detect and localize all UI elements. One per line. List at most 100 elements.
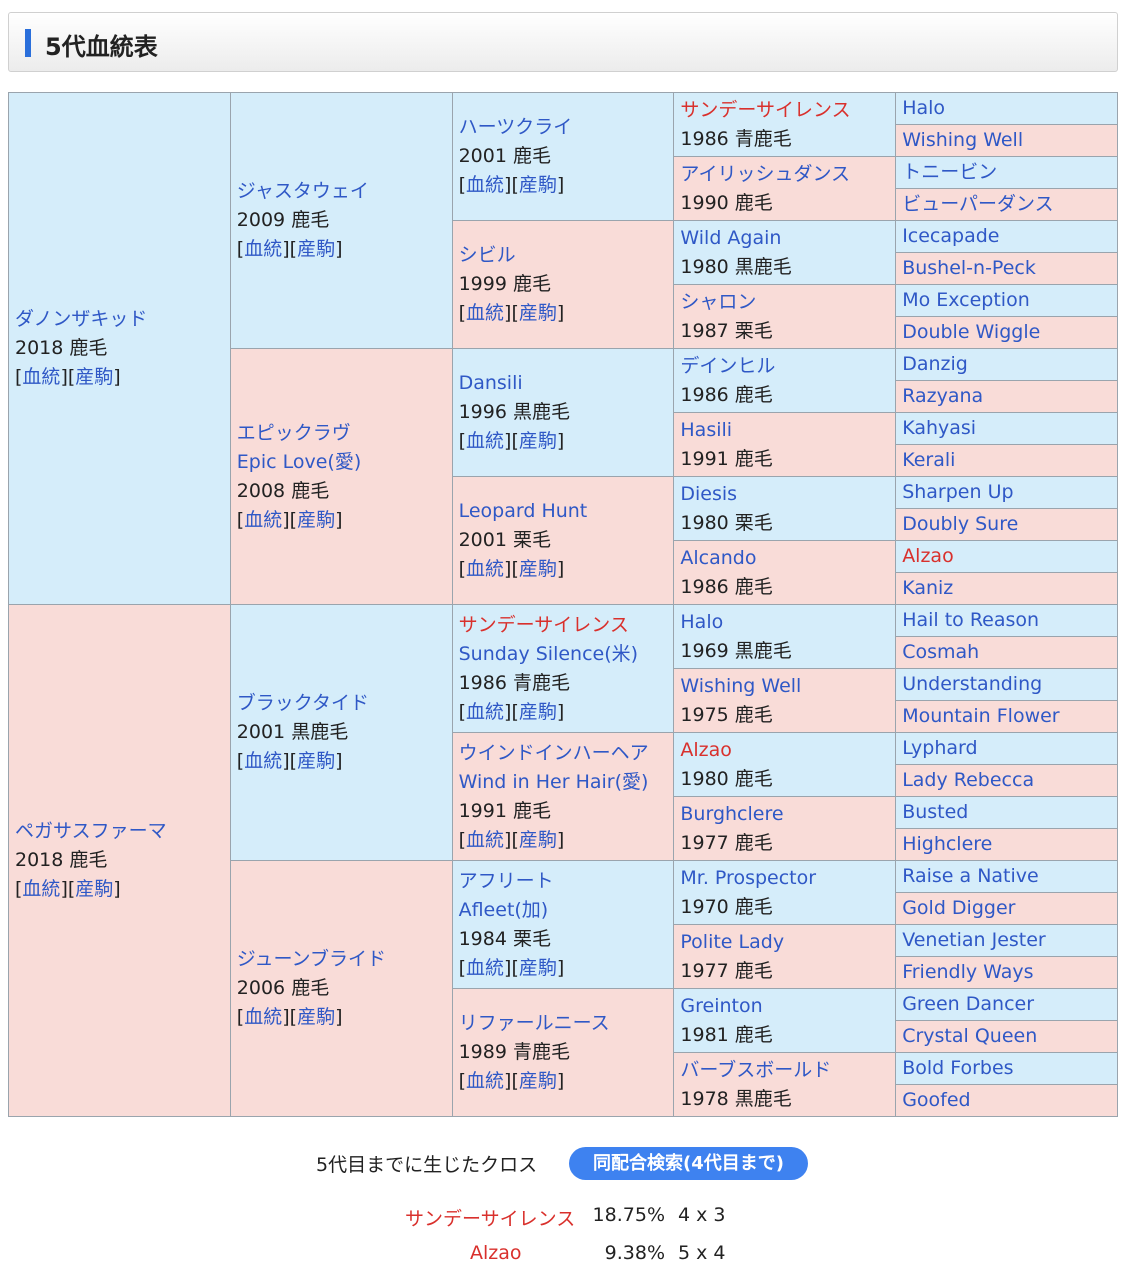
horse-name-link[interactable]: Mo Exception <box>902 289 1030 311</box>
horse-name-link[interactable]: シャロン <box>680 290 757 313</box>
horse-name-link[interactable]: ブラックタイド <box>236 692 370 714</box>
progeny-link[interactable]: 産駒 <box>297 508 336 531</box>
pedigree-link[interactable]: 血統 <box>244 238 283 260</box>
progeny-link[interactable]: 産駒 <box>518 558 557 580</box>
horse-name-link[interactable]: Alcando <box>680 546 757 569</box>
pedigree-link[interactable]: 血統 <box>22 366 61 388</box>
horse-name-link[interactable]: ウインドインハーヘア <box>458 741 649 764</box>
horse-name-link[interactable]: Greinton <box>680 994 763 1017</box>
horse-info: 1989 青鹿毛 <box>458 1041 570 1063</box>
horse-links: [血統][産駒] <box>458 828 565 851</box>
progeny-link[interactable]: 産駒 <box>518 302 557 324</box>
pedigree-link[interactable]: 血統 <box>466 302 505 324</box>
horse-name-link[interactable]: Wishing Well <box>680 674 802 697</box>
progeny-link[interactable]: 産駒 <box>518 174 557 196</box>
horse-name-link[interactable]: Bold Forbes <box>902 1057 1014 1079</box>
horse-name-link[interactable]: Razyana <box>902 385 984 407</box>
horse-name-link[interactable]: デインヒル <box>680 354 776 377</box>
progeny-link[interactable]: 産駒 <box>297 238 336 260</box>
pedigree-link[interactable]: 血統 <box>244 750 283 772</box>
pedigree-link[interactable]: 血統 <box>466 700 505 723</box>
pedigree-link[interactable]: 血統 <box>466 558 505 580</box>
horse-name-link[interactable]: Kerali <box>902 449 956 471</box>
pedigree-link[interactable]: 血統 <box>244 508 283 531</box>
horse-name-link[interactable]: Goofed <box>902 1089 971 1111</box>
progeny-link[interactable]: 産駒 <box>75 366 114 388</box>
pedigree-link[interactable]: 血統 <box>466 1070 505 1092</box>
horse-name-link[interactable]: Wild Again <box>680 226 782 249</box>
pedigree-link[interactable]: 血統 <box>466 956 505 979</box>
cross-horse-link[interactable]: Alzao <box>470 1242 522 1264</box>
horse-name-link[interactable]: アイリッシュダンス <box>680 162 851 185</box>
progeny-link[interactable]: 産駒 <box>518 700 557 723</box>
progeny-link[interactable]: 産駒 <box>75 878 114 900</box>
horse-alt-name-link[interactable]: Sunday Silence(米) <box>458 642 639 665</box>
horse-name-link[interactable]: トニービン <box>902 161 998 183</box>
horse-name-link[interactable]: ハーツクライ <box>458 116 573 138</box>
horse-name-link[interactable]: ビューパーダンス <box>902 193 1054 215</box>
horse-name-link[interactable]: Polite Lady <box>680 930 785 953</box>
horse-name-link[interactable]: ペガサスファーマ <box>15 820 167 842</box>
horse-name-link[interactable]: Lady Rebecca <box>902 769 1035 791</box>
horse-name-link[interactable]: Kahyasi <box>902 417 977 439</box>
pedigree-link[interactable]: 血統 <box>466 828 505 851</box>
progeny-link[interactable]: 産駒 <box>297 750 336 772</box>
horse-alt-name-link[interactable]: Afleet(加) <box>458 898 549 921</box>
progeny-link[interactable]: 産駒 <box>518 956 557 979</box>
horse-name-link[interactable]: Gold Digger <box>902 897 1016 919</box>
horse-name-link[interactable]: Alzao <box>680 738 732 761</box>
horse-name-link[interactable]: Highclere <box>902 833 993 855</box>
horse-name-link[interactable]: アフリート <box>458 869 554 892</box>
pedigree-row: Friendly Ways <box>9 956 1118 989</box>
horse-name-link[interactable]: Halo <box>680 610 724 633</box>
horse-name-link[interactable]: Alzao <box>902 545 954 567</box>
horse-name-link[interactable]: ダノンザキッド <box>15 308 148 330</box>
horse-name-link[interactable]: サンデーサイレンス <box>680 98 851 121</box>
horse-name-link[interactable]: Dansili <box>458 372 523 394</box>
horse-name-link[interactable]: Cosmah <box>902 641 980 663</box>
horse-name-link[interactable]: Burghclere <box>680 802 784 825</box>
progeny-link[interactable]: 産駒 <box>297 1006 336 1028</box>
horse-name-link[interactable]: サンデーサイレンス <box>458 613 629 636</box>
horse-name-link[interactable]: Diesis <box>680 482 738 505</box>
horse-name-link[interactable]: Sharpen Up <box>902 481 1014 503</box>
horse-name-link[interactable]: ジャスタウェイ <box>236 180 369 202</box>
progeny-link[interactable]: 産駒 <box>518 430 557 452</box>
horse-name-link[interactable]: Hail to Reason <box>902 609 1040 631</box>
progeny-link[interactable]: 産駒 <box>518 828 557 851</box>
same-mating-search-button[interactable]: 同配合検索(4代目まで) <box>569 1147 808 1180</box>
horse-alt-name-link[interactable]: Epic Love(愛) <box>236 450 362 473</box>
horse-name-link[interactable]: バーブスボールド <box>680 1058 832 1081</box>
horse-name-link[interactable]: Halo <box>902 97 946 119</box>
horse-name-link[interactable]: Leopard Hunt <box>458 500 588 522</box>
horse-name-link[interactable]: Green Dancer <box>902 993 1035 1015</box>
pedigree-link[interactable]: 血統 <box>466 430 505 452</box>
horse-name-link[interactable]: ジューンブライド <box>236 948 386 970</box>
horse-name-link[interactable]: Crystal Queen <box>902 1025 1038 1047</box>
horse-name-link[interactable]: Double Wiggle <box>902 321 1041 343</box>
horse-name-link[interactable]: Kaniz <box>902 577 954 599</box>
horse-name-link[interactable]: Busted <box>902 801 969 823</box>
horse-name-link[interactable]: シビル <box>458 244 516 266</box>
horse-name-link[interactable]: Understanding <box>902 673 1043 695</box>
horse-name-link[interactable]: リファールニース <box>458 1012 610 1034</box>
horse-name-link[interactable]: Icecapade <box>902 225 1000 247</box>
pedigree-link[interactable]: 血統 <box>466 174 505 196</box>
horse-name-link[interactable]: Venetian Jester <box>902 929 1046 951</box>
horse-name-link[interactable]: Bushel-n-Peck <box>902 257 1036 279</box>
horse-name-link[interactable]: Friendly Ways <box>902 961 1034 983</box>
pedigree-link[interactable]: 血統 <box>22 878 61 900</box>
cross-horse-link[interactable]: サンデーサイレンス <box>405 1208 576 1230</box>
horse-name-link[interactable]: Wishing Well <box>902 129 1024 151</box>
horse-name-link[interactable]: Hasili <box>680 418 733 441</box>
horse-name-link[interactable]: Raise a Native <box>902 865 1039 887</box>
horse-name-link[interactable]: Mr. Prospector <box>680 866 817 889</box>
horse-name-link[interactable]: Lyphard <box>902 737 978 759</box>
horse-name-link[interactable]: エピックラヴ <box>236 421 351 444</box>
horse-name-link[interactable]: Danzig <box>902 353 968 375</box>
horse-alt-name-link[interactable]: Wind in Her Hair(愛) <box>458 770 649 793</box>
horse-name-link[interactable]: Mountain Flower <box>902 705 1060 727</box>
progeny-link[interactable]: 産駒 <box>518 1070 557 1092</box>
pedigree-link[interactable]: 血統 <box>244 1006 283 1028</box>
horse-name-link[interactable]: Doubly Sure <box>902 513 1019 535</box>
